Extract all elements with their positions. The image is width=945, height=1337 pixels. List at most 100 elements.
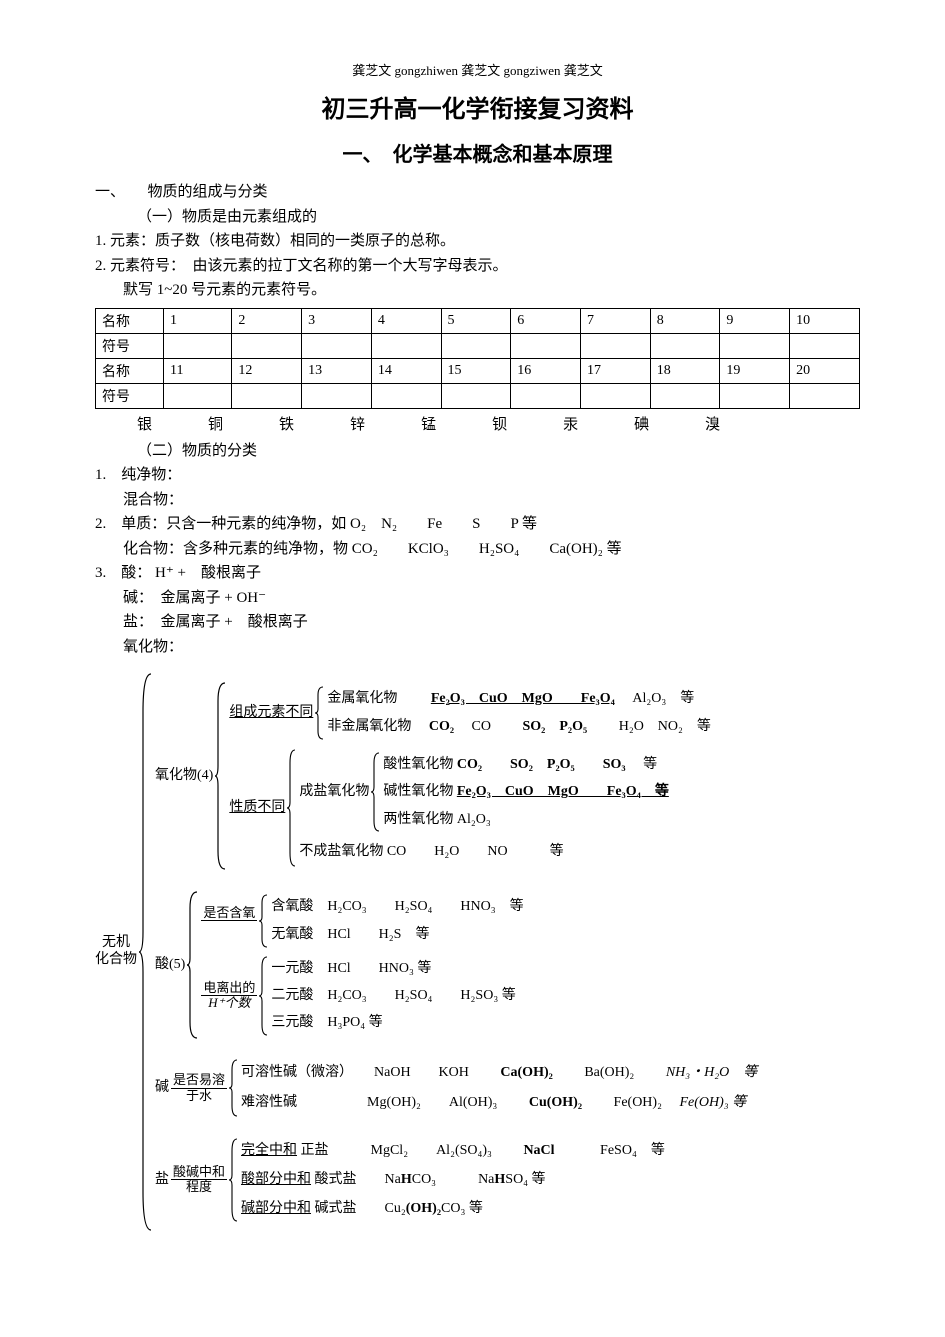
table-cell: 6 <box>511 308 581 333</box>
table-cell: 3 <box>302 308 372 333</box>
element-name: 锰 <box>421 413 436 434</box>
row-header: 名称 <box>96 358 164 383</box>
node-acid: 酸(5) 是否含氧 <box>155 890 757 1040</box>
leaf-non-oxyacid: 无氧酸 HCl H₂S 等 <box>271 923 523 947</box>
table-cell: 1 <box>164 308 232 333</box>
leaf-nonmetal-oxide: 非金属氧化物 CO₂ CO SO₂ P₂O₅ H₂O NO₂ 等 <box>327 715 711 739</box>
section-1-heading: 一、 物质的组成与分类 <box>95 181 860 204</box>
brace-icon <box>139 672 155 1232</box>
table-cell: 12 <box>232 358 302 383</box>
classification-tree: 无机 化合物 氧化物(4) <box>95 672 860 1232</box>
line-element-def: 1. 元素：质子数（核电荷数）相同的一类原子的总称。 <box>95 230 860 253</box>
table-cell: 20 <box>790 358 860 383</box>
node-base: 碱 是否易溶 于水 可溶性碱（微溶） NaO <box>155 1058 757 1118</box>
label-by-element: 组成元素不同 <box>229 685 315 741</box>
leaf-mono-acid: 一元酸 HCl HNO₃ 等 <box>271 957 515 981</box>
table-cell: 19 <box>720 358 790 383</box>
element-table: 名称 1 2 3 4 5 6 7 8 9 10 符号 名称 11 12 13 1… <box>95 308 860 409</box>
brace-icon <box>315 685 327 741</box>
line-oxide: 氧化物： <box>95 636 860 659</box>
line-pure: 1. 纯净物： <box>95 464 860 487</box>
line-simple: 2. 单质：只含一种元素的纯净物，如 O₂ N₂ Fe S P 等 <box>95 513 860 536</box>
leaf-di-acid: 二元酸 H₂CO₃ H₂SO₄ H₂SO₃ 等 <box>271 984 515 1008</box>
node-acid-by-hcount: 电离出的 H⁺个数 一元酸 HCl HNO₃ 等 <box>201 955 523 1037</box>
table-row: 符号 <box>96 333 860 358</box>
line-salt: 盐： 金属离子 + 酸根离子 <box>95 611 860 634</box>
leaf-nonsalt-oxide: 不成盐氧化物 CO H₂O NO 等 <box>299 840 669 864</box>
line-base: 碱： 金属离子 + OH⁻ <box>95 587 860 610</box>
section-1-sub1: （一）物质是由元素组成的 <box>95 206 860 229</box>
leaf-soluble-base: 可溶性碱（微溶） NaOH KOH Ca(OH)₂ Ba(OH)₂ NH₃・H₂… <box>241 1061 757 1085</box>
table-cell: 9 <box>720 308 790 333</box>
brace-icon <box>371 751 383 833</box>
element-name: 铁 <box>279 413 294 434</box>
element-name: 溴 <box>705 413 720 434</box>
leaf-tri-acid: 三元酸 H₃PO₄ 等 <box>271 1011 515 1035</box>
row-header: 符号 <box>96 383 164 408</box>
leaf-basic-oxide: 碱性氧化物 Fe₂O₃ CuO MgO Fe₃O₄ 等 <box>383 780 669 804</box>
label-oxide: 氧化物(4) <box>155 681 215 871</box>
table-cell: 7 <box>580 308 650 333</box>
node-oxide-by-property: 性质不同 成盐氧化物 <box>229 748 711 868</box>
line-acid: 3. 酸： H⁺ + 酸根离子 <box>95 562 860 585</box>
table-row: 名称 1 2 3 4 5 6 7 8 9 10 <box>96 308 860 333</box>
extra-elements-row: 银 铜 铁 锌 锰 钡 汞 碘 溴 <box>95 413 860 434</box>
table-cell: 14 <box>371 358 441 383</box>
label-by-property: 性质不同 <box>229 748 287 868</box>
table-cell: 18 <box>650 358 720 383</box>
root-label: 无机 化合物 <box>95 672 139 1232</box>
leaf-normal-salt: 完全中和 正盐 MgCl₂ Al₂(SO₄)₃ NaCl FeSO₄ 等 <box>241 1139 665 1163</box>
table-cell: 15 <box>441 358 511 383</box>
frac-label: 电离出的 H⁺个数 <box>201 981 257 1011</box>
node-salt: 盐 酸碱中和 程度 完全中和 <box>155 1137 757 1223</box>
table-cell: 10 <box>790 308 860 333</box>
table-cell: 5 <box>441 308 511 333</box>
brace-icon <box>229 1137 241 1223</box>
title-main: 初三升高一化学衔接复习资料 <box>95 89 860 124</box>
table-cell: 16 <box>511 358 581 383</box>
table-cell: 13 <box>302 358 372 383</box>
table-row: 符号 <box>96 383 860 408</box>
table-cell: 8 <box>650 308 720 333</box>
brace-icon <box>259 893 271 949</box>
table-cell: 2 <box>232 308 302 333</box>
leaf-acid-salt: 酸部分中和 酸式盐 NaHCO₃ NaHSO₄ 等 <box>241 1168 665 1192</box>
brace-icon <box>215 681 229 871</box>
line-symbol-def: 2. 元素符号： 由该元素的拉丁文名称的第一个大写字母表示。 <box>95 255 860 278</box>
element-name: 钡 <box>492 413 507 434</box>
brace-icon <box>259 955 271 1037</box>
line-compound: 化合物：含多种元素的纯净物，物 CO₂ KClO₃ H₂SO₄ Ca(OH)₂ … <box>95 538 860 561</box>
frac-label: 酸碱中和 程度 <box>171 1165 227 1195</box>
brace-icon <box>187 890 201 1040</box>
leaf-amphoteric-oxide: 两性氧化物 Al₂O₃ <box>383 808 669 832</box>
node-salt-oxide: 成盐氧化物 酸性氧化物 <box>299 751 669 833</box>
frac-label: 是否含氧 <box>201 906 257 936</box>
node-oxide-by-element: 组成元素不同 金属氧化物 Fe₂O₃ CuO MgO Fe₃O₄ <box>229 685 711 741</box>
row-header: 名称 <box>96 308 164 333</box>
label-salt-oxide: 成盐氧化物 <box>299 751 371 833</box>
leaf-insoluble-base: 难溶性碱 Mg(OH)₂ Al(OH)₃ Cu(OH)₂ Fe(OH)₂ Fe(… <box>241 1091 757 1115</box>
leaf-basic-salt: 碱部分中和 碱式盐 Cu₂(OH)₂CO₃ 等 <box>241 1197 665 1221</box>
table-cell: 17 <box>580 358 650 383</box>
document-page: 龚芝文 gongzhiwen 龚芝文 gongziwen 龚芝文 初三升高一化学… <box>0 0 945 1272</box>
element-name: 银 <box>137 413 152 434</box>
element-name: 汞 <box>563 413 578 434</box>
title-sub: 一、 化学基本概念和基本原理 <box>95 138 860 167</box>
table-row: 名称 11 12 13 14 15 16 17 18 19 20 <box>96 358 860 383</box>
brace-icon <box>287 748 299 868</box>
element-name: 铜 <box>208 413 223 434</box>
leaf-metal-oxide: 金属氧化物 Fe₂O₃ CuO MgO Fe₃O₄ Al₂O₃ 等 <box>327 687 711 711</box>
table-cell: 4 <box>371 308 441 333</box>
leaf-oxyacid: 含氧酸 H₂CO₃ H₂SO₄ HNO₃ 等 <box>271 895 523 919</box>
label-base: 碱 <box>155 1058 171 1118</box>
label-salt: 盐 <box>155 1137 171 1223</box>
node-acid-by-oxygen: 是否含氧 含氧酸 H₂CO₃ H₂SO₄ HNO₃ 等 <box>201 893 523 949</box>
table-cell: 11 <box>164 358 232 383</box>
line-write-120: 默写 1~20 号元素的元素符号。 <box>95 279 860 302</box>
element-name: 碘 <box>634 413 649 434</box>
leaf-acidic-oxide: 酸性氧化物 CO₂ SO₂ P₂O₅ SO₃ 等 <box>383 753 669 777</box>
page-header: 龚芝文 gongzhiwen 龚芝文 gongziwen 龚芝文 <box>95 60 860 79</box>
brace-icon <box>229 1058 241 1118</box>
row-header: 符号 <box>96 333 164 358</box>
line-mixture: 混合物： <box>95 489 860 512</box>
